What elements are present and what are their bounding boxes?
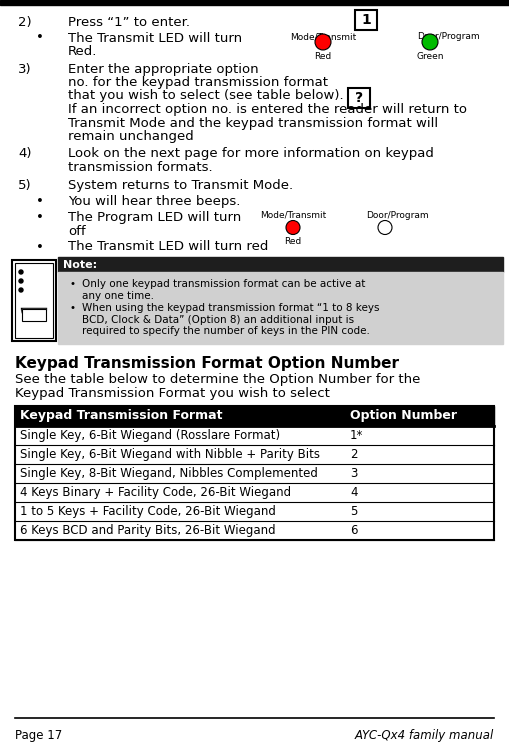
Text: Enter the appropriate option: Enter the appropriate option (68, 63, 259, 75)
Text: When using the keypad transmission format “1 to 8 keys
BCD, Clock & Data” (Optio: When using the keypad transmission forma… (82, 303, 380, 336)
Text: 3): 3) (18, 63, 32, 75)
Text: AYC-Qx4 family manual: AYC-Qx4 family manual (355, 728, 494, 742)
Circle shape (19, 270, 23, 274)
Bar (15, 426, 494, 445)
Bar (15, 406, 494, 426)
Text: 1: 1 (361, 13, 371, 27)
Text: Mode/Transmit: Mode/Transmit (290, 32, 356, 41)
Bar (15, 502, 494, 521)
Text: •: • (36, 31, 44, 45)
Circle shape (19, 288, 23, 292)
Text: •: • (70, 279, 76, 289)
Text: Note:: Note: (63, 259, 97, 270)
Text: off: off (68, 225, 86, 238)
Bar (22, 309, 46, 321)
Text: System returns to Transmit Mode.: System returns to Transmit Mode. (68, 179, 293, 191)
Text: Red.: Red. (68, 45, 97, 58)
Bar (58, 257, 503, 272)
Text: You will hear three beeps.: You will hear three beeps. (68, 195, 240, 208)
Text: no. for the keypad transmission format: no. for the keypad transmission format (68, 76, 328, 89)
Text: 6 Keys BCD and Parity Bits, 26-Bit Wiegand: 6 Keys BCD and Parity Bits, 26-Bit Wiega… (20, 524, 276, 537)
Circle shape (378, 220, 392, 235)
Text: Red: Red (315, 52, 332, 61)
Text: 3: 3 (350, 467, 357, 480)
Text: Press “1” to enter.: Press “1” to enter. (68, 16, 190, 29)
Bar (15, 445, 494, 464)
Text: Keypad Transmission Format you wish to select: Keypad Transmission Format you wish to s… (15, 386, 330, 400)
Text: Only one keypad transmission format can be active at
any one time.: Only one keypad transmission format can … (82, 279, 365, 300)
Text: The Transmit LED will turn red: The Transmit LED will turn red (68, 241, 268, 253)
Text: The Program LED will turn: The Program LED will turn (68, 211, 241, 225)
Bar (12, 260, 56, 341)
Text: 4 Keys Binary + Facility Code, 26-Bit Wiegand: 4 Keys Binary + Facility Code, 26-Bit Wi… (20, 486, 291, 499)
Bar (348, 87, 370, 108)
Text: 4): 4) (18, 147, 32, 161)
Text: •: • (36, 211, 44, 225)
Text: Keypad Transmission Format: Keypad Transmission Format (20, 409, 222, 423)
Circle shape (422, 34, 438, 50)
Bar (15, 464, 494, 483)
Circle shape (315, 34, 331, 50)
Text: 2: 2 (350, 448, 357, 461)
Text: 6: 6 (350, 524, 357, 537)
Text: 1*: 1* (350, 429, 363, 442)
Text: Look on the next page for more information on keypad: Look on the next page for more informati… (68, 147, 434, 161)
Text: Red: Red (285, 237, 302, 246)
Text: that you wish to select (see table below).: that you wish to select (see table below… (68, 90, 344, 102)
Text: Page 17: Page 17 (15, 728, 62, 742)
Bar (22, 309, 46, 321)
Bar (355, 10, 377, 30)
Text: Mode/Transmit: Mode/Transmit (260, 211, 326, 220)
Text: 5): 5) (18, 179, 32, 191)
Text: If an incorrect option no. is entered the reader will return to: If an incorrect option no. is entered th… (68, 103, 467, 116)
Text: Single Key, 6-Bit Wiegand (Rosslare Format): Single Key, 6-Bit Wiegand (Rosslare Form… (20, 429, 280, 442)
Text: transmission formats.: transmission formats. (68, 161, 213, 174)
Text: remain unchanged: remain unchanged (68, 130, 194, 143)
Text: 5: 5 (350, 505, 357, 518)
Bar (15, 263, 53, 338)
Text: 1 to 5 Keys + Facility Code, 26-Bit Wiegand: 1 to 5 Keys + Facility Code, 26-Bit Wieg… (20, 505, 276, 518)
Text: 4: 4 (350, 486, 357, 499)
Text: The Transmit LED will turn: The Transmit LED will turn (68, 31, 242, 45)
Text: Keypad Transmission Format Option Number: Keypad Transmission Format Option Number (15, 356, 399, 371)
Text: Option Number: Option Number (350, 409, 457, 423)
Text: Transmit Mode and the keypad transmission format will: Transmit Mode and the keypad transmissio… (68, 117, 438, 129)
Text: 2): 2) (18, 16, 32, 29)
Text: Green: Green (416, 52, 444, 61)
Text: Door/Program: Door/Program (417, 32, 479, 41)
Bar (15, 406, 494, 540)
Text: •: • (36, 241, 44, 253)
Circle shape (286, 220, 300, 235)
Circle shape (19, 279, 23, 283)
Text: Door/Program: Door/Program (365, 211, 428, 220)
Bar (58, 272, 503, 344)
Text: •: • (70, 303, 76, 313)
Bar (15, 521, 494, 540)
Text: Single Key, 8-Bit Wiegand, Nibbles Complemented: Single Key, 8-Bit Wiegand, Nibbles Compl… (20, 467, 318, 480)
Text: See the table below to determine the Option Number for the: See the table below to determine the Opt… (15, 373, 420, 386)
Bar (0, 0, 509, 5)
Text: ?: ? (355, 90, 363, 105)
Bar (15, 483, 494, 502)
Text: Single Key, 6-Bit Wiegand with Nibble + Parity Bits: Single Key, 6-Bit Wiegand with Nibble + … (20, 448, 320, 461)
Text: •: • (36, 195, 44, 208)
